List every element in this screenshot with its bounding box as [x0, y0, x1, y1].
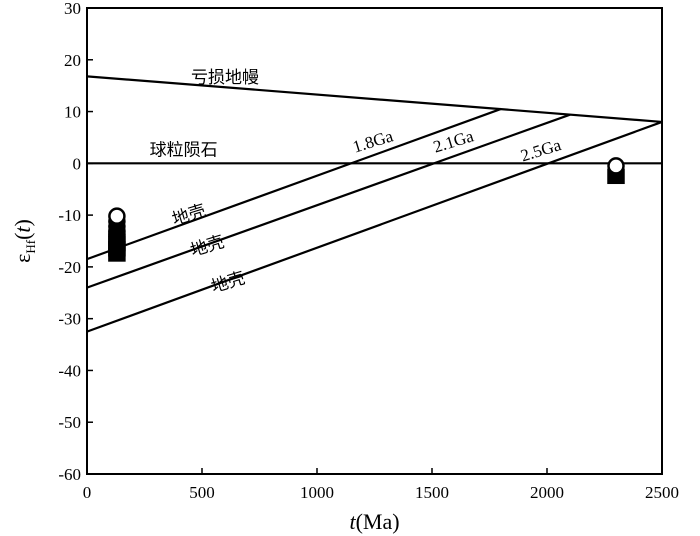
axes-group: 0 500 1000 1500 2000 2500 30 20 10 0 -10 -20 -30 -40 -…: [58, 0, 679, 502]
y-axis-title-open: (: [10, 233, 35, 240]
x-tick-label: 1000: [300, 483, 334, 502]
y-tick-label: 0: [73, 154, 82, 173]
y-tick-label: -20: [58, 258, 81, 277]
annotation-label: 1.8Ga: [350, 126, 395, 156]
x-tick-label: 1500: [415, 483, 449, 502]
y-axis-title: εHf(t): [10, 219, 38, 263]
plot-frame: [86, 7, 663, 475]
x-axis-title-unit: (Ma): [356, 509, 400, 534]
y-tick-label: 10: [64, 103, 81, 122]
annotation-label: 地壳: [209, 268, 247, 297]
x-axis-title-var: t: [349, 509, 356, 534]
y-axis-title-close: ): [10, 219, 35, 226]
y-tick-label: -30: [58, 310, 81, 329]
x-tick-label: 0: [83, 483, 92, 502]
x-tick-label: 2000: [530, 483, 564, 502]
data-point-circle: [108, 207, 126, 225]
x-axis-title: t(Ma): [349, 509, 399, 534]
points-group: [108, 157, 625, 262]
y-tick-label: 20: [64, 51, 81, 70]
y-axis-title-sub: Hf: [23, 239, 38, 253]
y-tick-label: -60: [58, 465, 81, 484]
annotation-label: 亏损地幔: [191, 68, 259, 88]
annotation-label: 地壳: [170, 201, 208, 230]
y-tick-label: 30: [64, 0, 81, 18]
series-line-3: [86, 113, 571, 289]
annotation-label: 球粒陨石: [150, 141, 218, 161]
series-line-4: [86, 120, 663, 333]
y-axis-title-var: t: [10, 226, 35, 233]
y-axis-title-base: ε: [10, 254, 35, 263]
series-line-2: [86, 107, 502, 261]
x-tick-label: 500: [189, 483, 215, 502]
y-tick-label: -40: [58, 361, 81, 380]
series-group: [86, 75, 663, 333]
series-line-0: [86, 75, 663, 124]
y-tick-label: -10: [58, 206, 81, 225]
x-tick-label: 2500: [645, 483, 679, 502]
data-point-circle: [607, 157, 625, 175]
y-tick-label: -50: [58, 413, 81, 432]
annotation-label: 地壳: [188, 232, 226, 261]
